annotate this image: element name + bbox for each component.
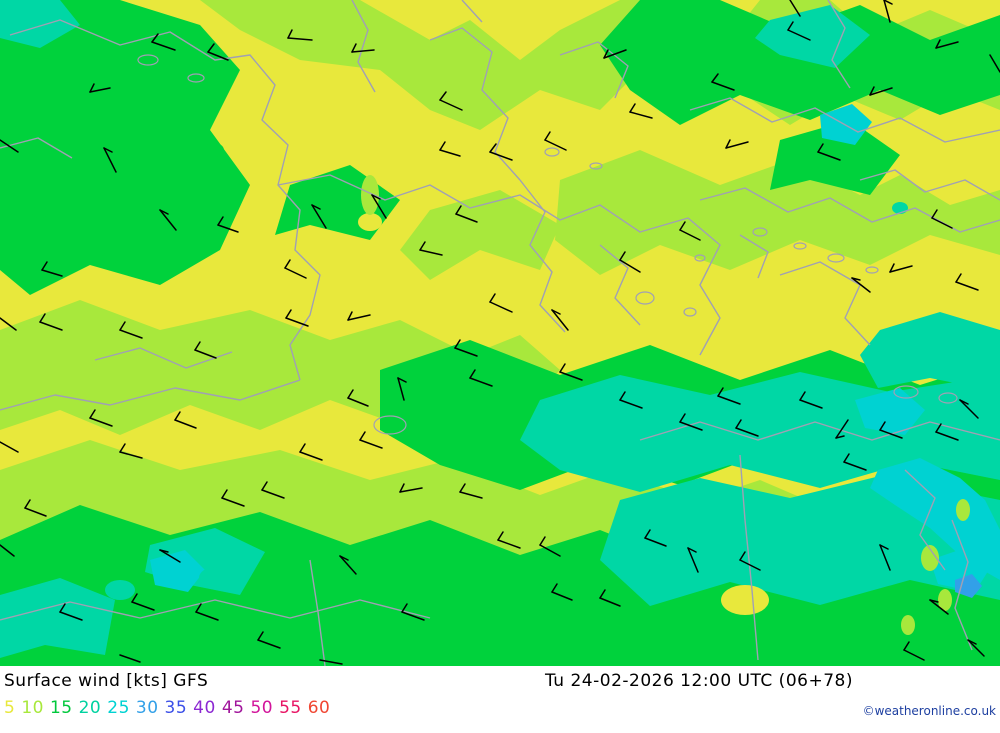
legend-tick-5: 5 [4, 698, 16, 718]
colour-scale-legend: 5 10 15 20 25 30 35 40 45 50 55 60 [4, 698, 336, 718]
legend-tick-10: 10 [21, 698, 44, 718]
mesoscale-cells [32, 143, 970, 635]
legend-tick-15: 15 [49, 698, 73, 718]
copyright-label: ©weatheronline.co.uk [862, 704, 996, 718]
valid-time-label: Tu 24-02-2026 12:00 UTC (06+78) [545, 671, 853, 691]
legend-tick-30: 30 [135, 698, 159, 718]
map-canvas[interactable] [0, 0, 1000, 666]
page-title: Surface wind [kts] GFS [4, 671, 209, 691]
legend-tick-45: 45 [221, 698, 245, 718]
coastline-detail [137, 54, 958, 435]
legend-tick-50: 50 [250, 698, 274, 718]
legend-tick-25: 25 [107, 698, 130, 718]
band-group-blue [955, 574, 982, 598]
wind-barbs [0, 0, 1000, 665]
legend-tick-55: 55 [279, 698, 302, 718]
legend-tick-60: 60 [307, 698, 331, 718]
band-group-cyan [150, 104, 1000, 592]
legend-tick-35: 35 [164, 698, 188, 718]
wind-field-svg [0, 0, 1000, 666]
legend-tick-20: 20 [78, 698, 102, 718]
legend-tick-40: 40 [193, 698, 216, 718]
footer-bar: Surface wind [kts] GFS Tu 24-02-2026 12:… [0, 666, 1000, 733]
